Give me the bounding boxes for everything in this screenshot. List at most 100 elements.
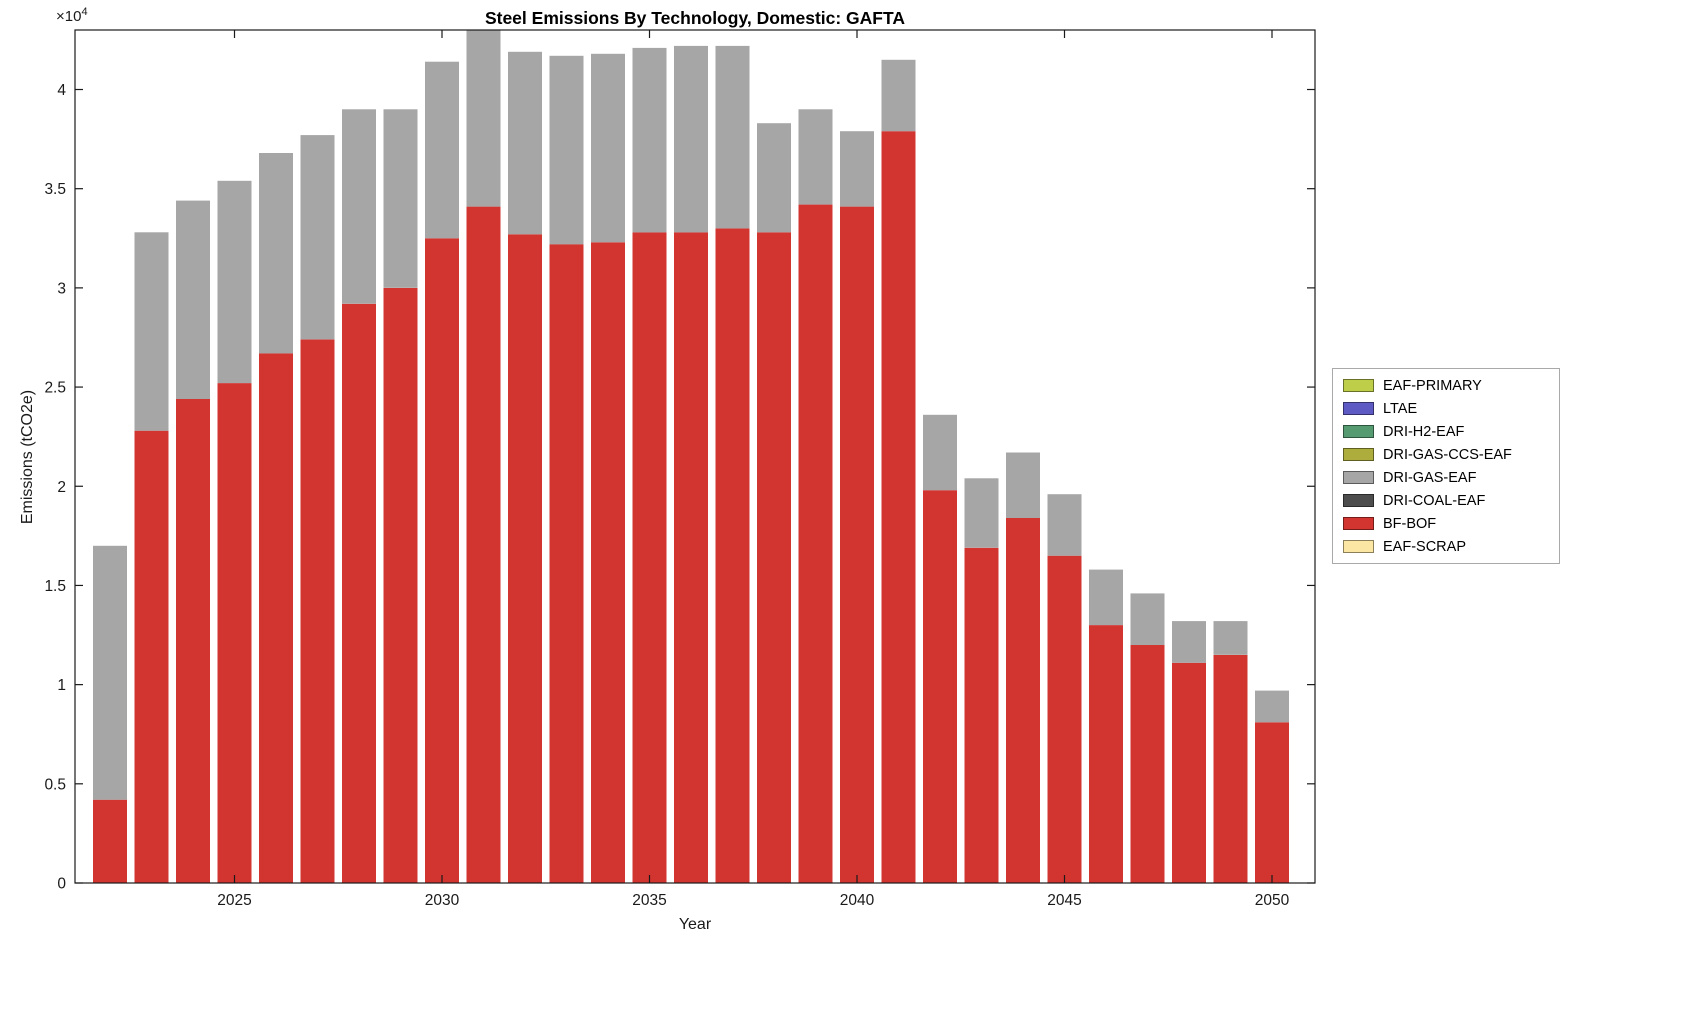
bar-segment-bf-bof <box>1213 654 1248 883</box>
bar-segment-bf-bof <box>840 206 874 884</box>
bar-segment-bf-bof <box>798 204 833 884</box>
x-tick-label: 2050 <box>1255 892 1290 909</box>
bar-segment-bf-bof <box>881 131 916 883</box>
bar-segment-dri-gas-eaf <box>1213 621 1248 655</box>
legend-item: DRI-H2-EAF <box>1333 420 1559 443</box>
legend-item: EAF-SCRAP <box>1333 535 1559 558</box>
x-tick-label: 2035 <box>632 892 666 909</box>
legend-item: DRI-GAS-EAF <box>1333 466 1559 489</box>
bar-segment-dri-gas-eaf <box>674 45 708 233</box>
bar-segment-bf-bof <box>134 430 169 883</box>
bar-segment-bf-bof <box>632 232 667 884</box>
bar-segment-dri-gas-eaf <box>217 180 252 384</box>
bar-segment-bf-bof <box>1130 645 1165 883</box>
bar-segment-dri-gas-eaf <box>591 53 625 243</box>
bar-segment-dri-gas-eaf <box>300 135 335 340</box>
bar-segment-dri-gas-eaf <box>757 123 791 233</box>
bar-segment-dri-gas-eaf <box>715 45 750 229</box>
bar-segment-dri-gas-eaf <box>1047 494 1082 556</box>
y-axis-multiplier-base: ×10 <box>56 8 82 25</box>
bar-segment-dri-gas-eaf <box>923 414 957 491</box>
bar-segment-bf-bof <box>591 242 625 884</box>
legend-label: DRI-H2-EAF <box>1383 423 1465 440</box>
bar-segment-bf-bof <box>1172 662 1206 883</box>
bar-segment-bf-bof <box>217 383 252 883</box>
legend-swatch <box>1343 471 1374 484</box>
bar-segment-dri-gas-eaf <box>964 478 999 548</box>
bar-segment-bf-bof <box>1006 518 1040 883</box>
chart-title: Steel Emissions By Technology, Domestic:… <box>484 8 906 28</box>
bar-segment-bf-bof <box>425 238 459 884</box>
bar-segment-dri-gas-eaf <box>1006 452 1040 518</box>
bar-segment-dri-gas-eaf <box>342 109 376 304</box>
bar-segment-bf-bof <box>93 799 127 883</box>
bar-segment-dri-gas-eaf <box>425 61 459 239</box>
legend-item: BF-BOF <box>1333 512 1559 535</box>
bar-segment-bf-bof <box>1047 555 1082 883</box>
bar-segment-dri-gas-eaf <box>1172 621 1206 663</box>
legend-label: EAF-SCRAP <box>1383 538 1466 555</box>
x-tick-label: 2045 <box>1047 892 1081 909</box>
x-tick-label: 2030 <box>425 892 460 909</box>
legend-label: DRI-COAL-EAF <box>1383 492 1486 509</box>
bar-segment-bf-bof <box>757 232 791 884</box>
bar-segment-bf-bof <box>342 303 376 883</box>
bar-segment-dri-gas-eaf <box>632 47 667 233</box>
legend-swatch <box>1343 379 1374 392</box>
bar-segment-bf-bof <box>1255 722 1289 883</box>
y-tick-label: 2 <box>57 479 66 496</box>
bar-segment-dri-gas-eaf <box>549 55 584 245</box>
bar-segment-bf-bof <box>508 234 542 884</box>
bar-segment-dri-gas-eaf <box>176 200 210 399</box>
legend-label: DRI-GAS-CCS-EAF <box>1383 446 1512 463</box>
x-tick-label: 2040 <box>840 892 875 909</box>
y-tick-label: 2.5 <box>44 380 66 397</box>
bar-segment-bf-bof <box>549 244 584 883</box>
bar-segment-dri-gas-eaf <box>881 59 916 132</box>
y-axis-multiplier-exp: 4 <box>81 6 88 18</box>
bar-segment-dri-gas-eaf <box>840 131 874 207</box>
bar-segment-bf-bof <box>674 232 708 884</box>
bar-segment-dri-gas-eaf <box>508 51 542 235</box>
legend-item: EAF-PRIMARY <box>1333 374 1559 397</box>
bar-segment-dri-gas-eaf <box>259 153 293 354</box>
legend-item: DRI-COAL-EAF <box>1333 489 1559 512</box>
bar-segment-dri-gas-eaf <box>1130 593 1165 645</box>
y-tick-label: 1 <box>57 677 66 694</box>
bar-segment-bf-bof <box>259 353 293 883</box>
bar-segment-dri-gas-eaf <box>383 109 418 288</box>
y-tick-label: 0 <box>57 876 66 893</box>
legend-swatch <box>1343 425 1374 438</box>
legend-item: LTAE <box>1333 397 1559 420</box>
bar-segment-bf-bof <box>964 547 999 883</box>
legend-label: BF-BOF <box>1383 515 1437 532</box>
bar-segment-bf-bof <box>1089 625 1123 883</box>
x-axis-label: Year <box>678 916 712 933</box>
legend-swatch <box>1343 494 1374 507</box>
legend-label: LTAE <box>1383 400 1418 417</box>
bar-segment-dri-gas-eaf <box>1255 690 1289 723</box>
bar-segment-dri-gas-eaf <box>798 109 833 205</box>
y-tick-label: 3 <box>57 280 66 297</box>
x-tick-label: 2025 <box>217 892 251 909</box>
bar-segment-bf-bof <box>923 490 957 883</box>
bar-segment-bf-bof <box>300 339 335 883</box>
bar-segment-bf-bof <box>383 287 418 883</box>
legend-label: EAF-PRIMARY <box>1383 377 1482 394</box>
bar-segment-dri-gas-eaf <box>134 232 169 431</box>
bar-segment-dri-gas-eaf <box>93 545 127 800</box>
bar-segment-bf-bof <box>715 228 750 883</box>
legend-item: DRI-GAS-CCS-EAF <box>1333 443 1559 466</box>
legend-swatch <box>1343 402 1374 415</box>
bar-segment-dri-gas-eaf <box>1089 569 1123 626</box>
y-tick-label: 4 <box>57 82 66 99</box>
legend-swatch <box>1343 517 1374 530</box>
y-axis-label: Emissions (tCO2e) <box>19 389 36 525</box>
bar-segment-dri-gas-eaf <box>466 30 501 207</box>
y-tick-label: 3.5 <box>44 181 66 198</box>
legend-swatch <box>1343 540 1374 553</box>
y-tick-label: 0.5 <box>44 776 66 793</box>
legend-label: DRI-GAS-EAF <box>1383 469 1477 486</box>
y-tick-label: 1.5 <box>44 578 66 595</box>
